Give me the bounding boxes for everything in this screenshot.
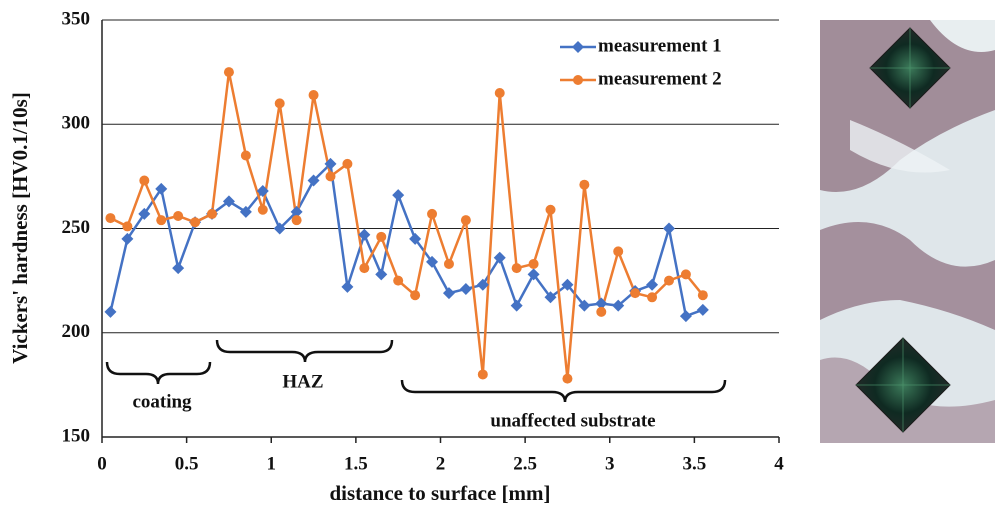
marker bbox=[273, 222, 286, 235]
x-tick-label: 1.5 bbox=[344, 453, 368, 474]
annotation: unaffected substrate bbox=[490, 410, 655, 431]
annotation: coating bbox=[132, 391, 192, 412]
marker bbox=[561, 278, 574, 291]
marker bbox=[696, 303, 709, 316]
marker bbox=[172, 262, 185, 275]
marker bbox=[393, 275, 404, 286]
marker bbox=[410, 290, 421, 301]
marker bbox=[646, 278, 659, 291]
marker bbox=[427, 208, 438, 219]
marker bbox=[426, 255, 439, 268]
braces bbox=[105, 339, 727, 403]
y-tick-label: 150 bbox=[62, 425, 91, 446]
marker bbox=[392, 189, 405, 202]
y-axis-title: Vickers' hardness [HV0.1/10s] bbox=[8, 92, 32, 364]
x-tick-label: 1 bbox=[267, 453, 277, 474]
marker bbox=[510, 299, 523, 312]
x-axis-title: distance to surface [mm] bbox=[329, 481, 550, 505]
marker bbox=[240, 150, 251, 161]
marker bbox=[104, 305, 117, 318]
marker bbox=[376, 231, 387, 242]
marker bbox=[223, 67, 234, 78]
marker bbox=[460, 215, 471, 226]
y-tick-label: 250 bbox=[62, 217, 91, 238]
marker bbox=[207, 208, 218, 219]
marker bbox=[121, 232, 134, 245]
marker bbox=[341, 280, 354, 293]
marker bbox=[612, 299, 625, 312]
marker bbox=[679, 310, 692, 323]
marker bbox=[596, 306, 607, 317]
marker bbox=[544, 291, 557, 304]
micrograph bbox=[820, 20, 995, 443]
marker bbox=[511, 263, 522, 274]
marker bbox=[190, 217, 201, 228]
marker bbox=[291, 215, 302, 226]
marker bbox=[630, 288, 641, 299]
marker bbox=[647, 292, 658, 303]
x-tick-label: 4 bbox=[774, 453, 784, 474]
x-tick-label: 3 bbox=[605, 453, 615, 474]
marker bbox=[156, 215, 167, 226]
marker bbox=[459, 282, 472, 295]
legend-marker bbox=[573, 75, 583, 85]
marker bbox=[122, 221, 133, 232]
x-tick-label: 3.5 bbox=[683, 453, 707, 474]
marker bbox=[307, 174, 320, 187]
marker bbox=[680, 269, 691, 280]
marker bbox=[663, 275, 674, 286]
marker bbox=[613, 246, 624, 257]
y-tick-label: 200 bbox=[62, 321, 91, 342]
marker bbox=[173, 210, 184, 221]
marker bbox=[579, 179, 590, 190]
marker bbox=[308, 90, 319, 101]
marker bbox=[477, 369, 488, 380]
marker bbox=[139, 175, 150, 186]
marker bbox=[494, 87, 505, 98]
y-tick-label: 350 bbox=[62, 8, 91, 29]
x-tick-label: 2 bbox=[436, 453, 446, 474]
marker bbox=[493, 251, 506, 264]
marker bbox=[324, 157, 337, 170]
marker bbox=[239, 205, 252, 218]
marker bbox=[290, 205, 303, 218]
marker bbox=[222, 195, 235, 208]
marker bbox=[257, 204, 268, 215]
marker bbox=[138, 207, 151, 220]
marker bbox=[105, 213, 116, 224]
marker bbox=[155, 182, 168, 195]
x-tick-label: 0.5 bbox=[175, 453, 199, 474]
marker bbox=[342, 158, 353, 169]
marker bbox=[662, 222, 675, 235]
legend-marker bbox=[572, 41, 584, 53]
legend-label: measurement 2 bbox=[598, 68, 722, 89]
x-tick-label: 2.5 bbox=[513, 453, 537, 474]
marker bbox=[443, 258, 454, 269]
y-tick-label: 300 bbox=[62, 113, 91, 134]
marker bbox=[274, 98, 285, 109]
marker bbox=[562, 373, 573, 384]
marker bbox=[442, 287, 455, 300]
marker bbox=[409, 232, 422, 245]
marker bbox=[358, 228, 371, 241]
marker bbox=[256, 184, 269, 197]
marker bbox=[359, 263, 370, 274]
marker bbox=[578, 299, 591, 312]
marker bbox=[697, 290, 708, 301]
marker bbox=[527, 268, 540, 281]
marker bbox=[325, 171, 336, 182]
marker bbox=[528, 258, 539, 269]
x-tick-label: 0 bbox=[97, 453, 107, 474]
legend-label: measurement 1 bbox=[598, 35, 722, 56]
marker bbox=[476, 278, 489, 291]
marker bbox=[545, 204, 556, 215]
annotation: HAZ bbox=[282, 371, 323, 392]
series-line bbox=[109, 161, 704, 318]
marker bbox=[595, 297, 608, 310]
marker bbox=[375, 268, 388, 281]
